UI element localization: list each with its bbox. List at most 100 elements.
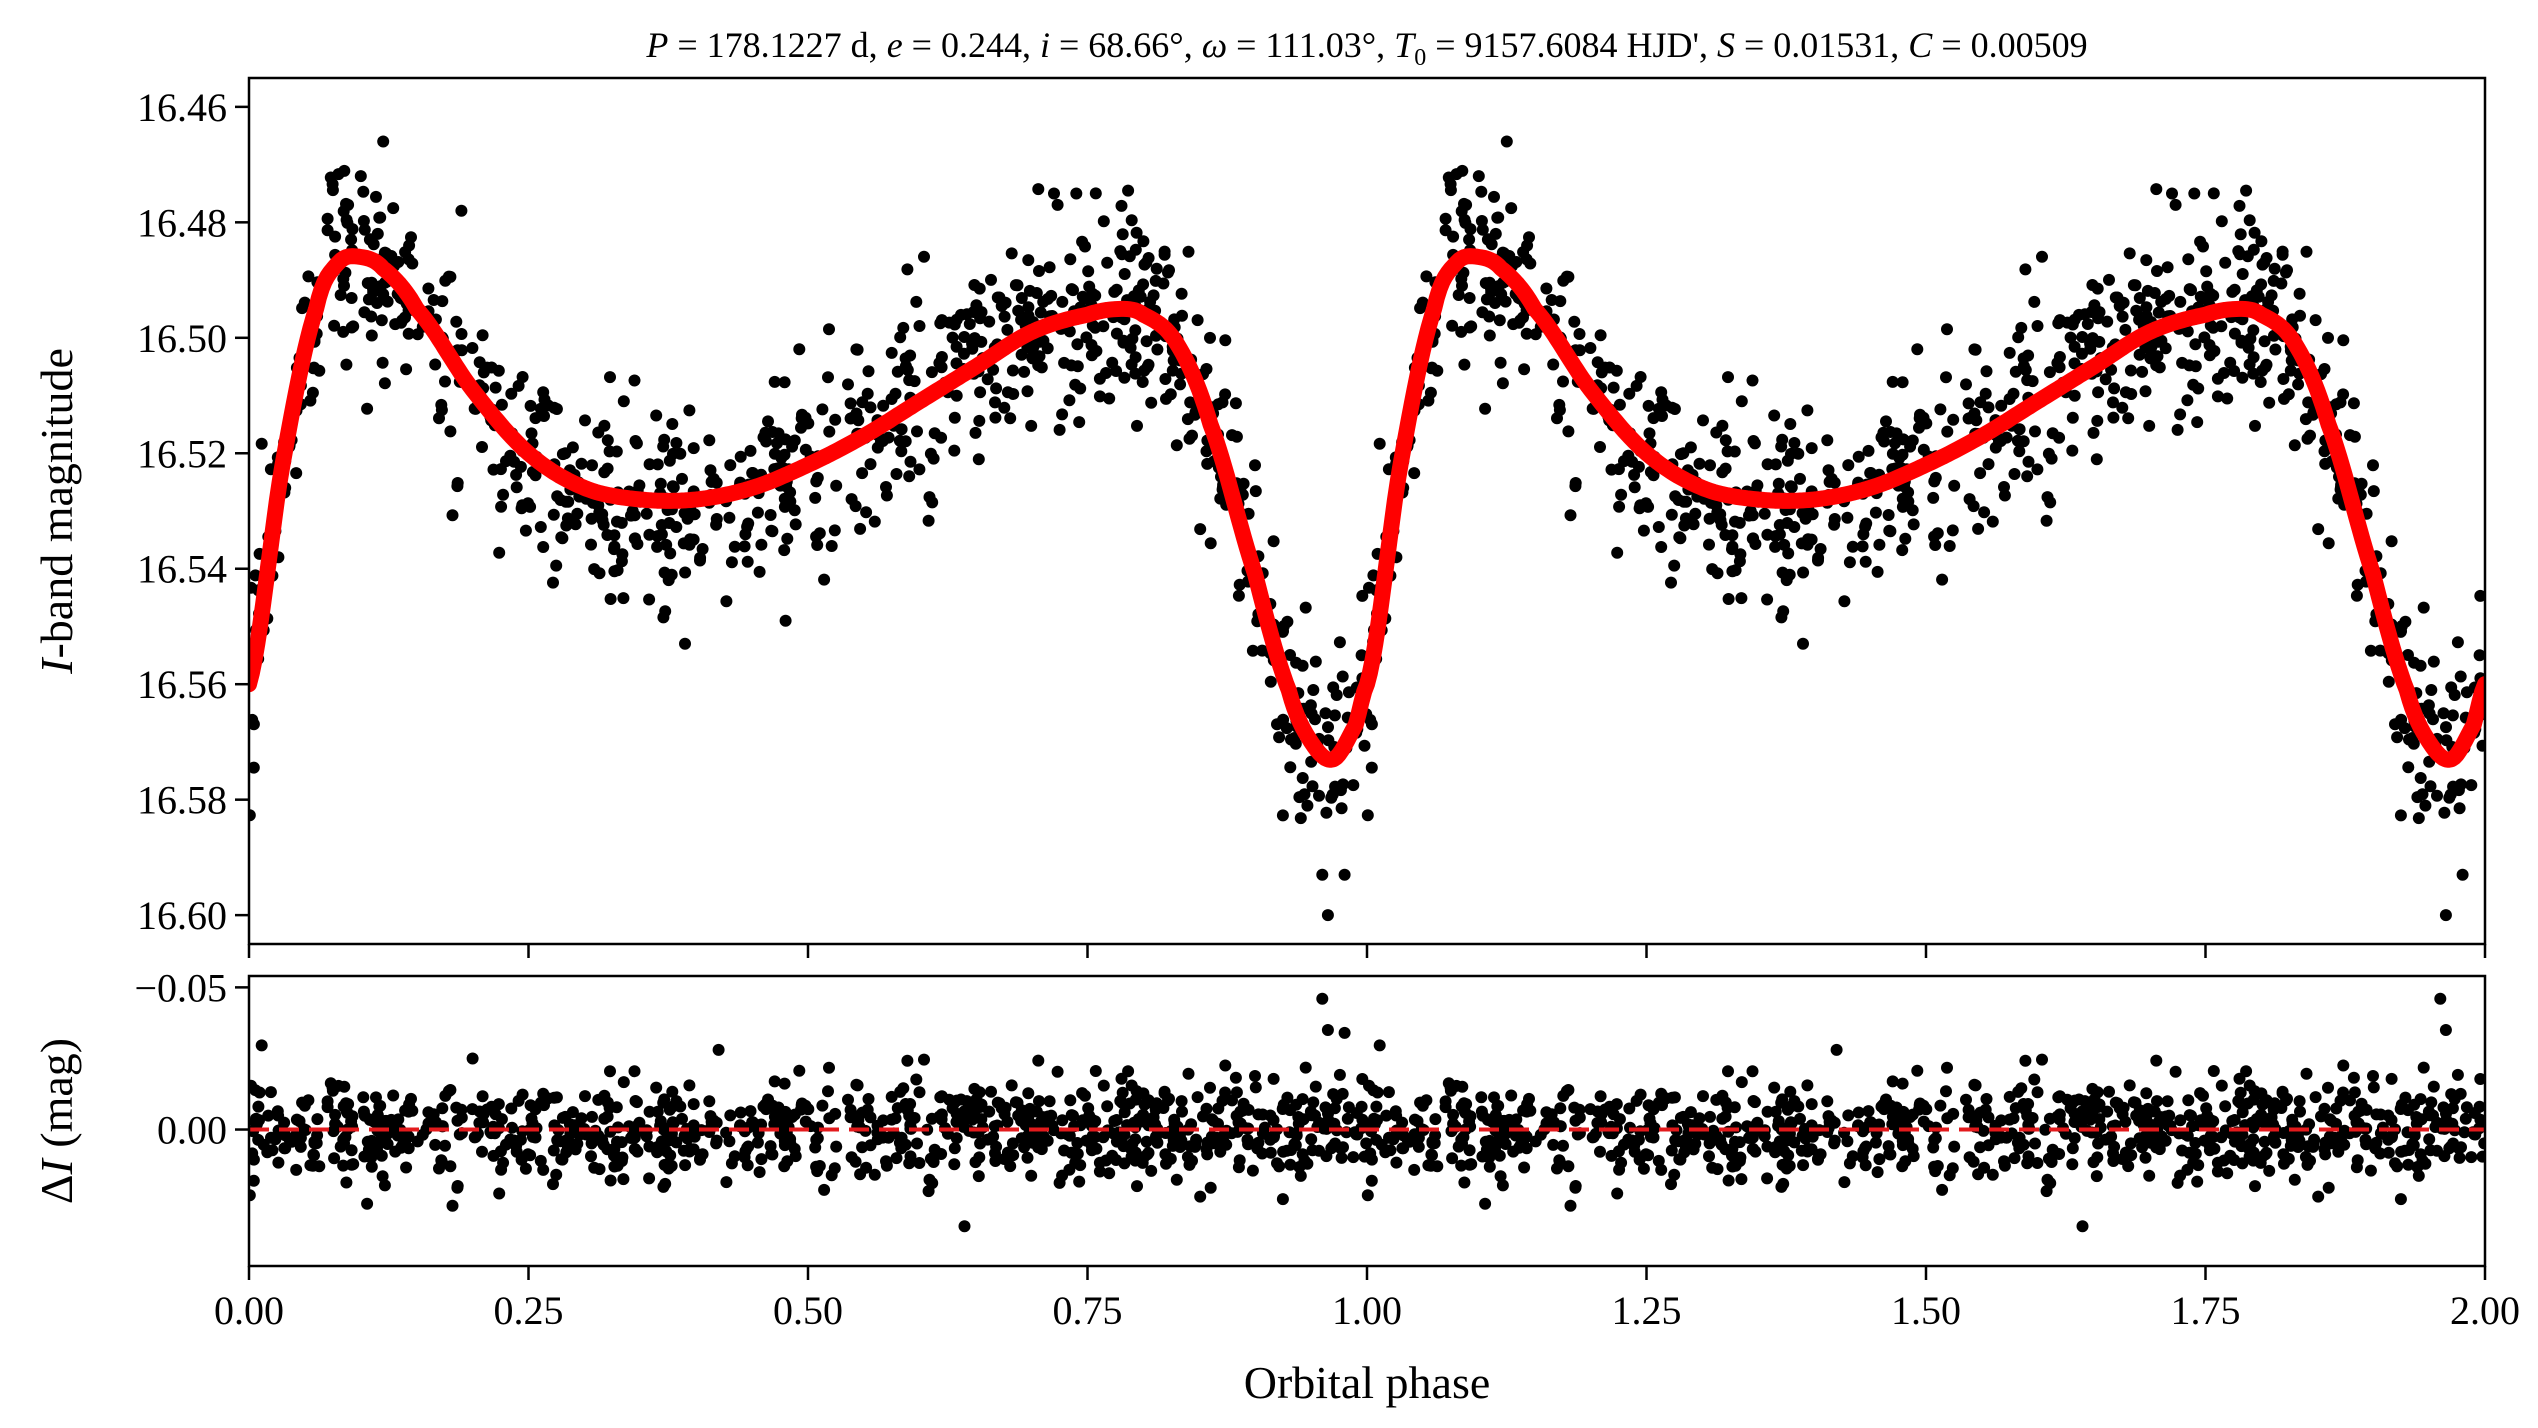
residual-point bbox=[704, 1110, 717, 1123]
observation-point bbox=[2148, 287, 2161, 299]
residual-point bbox=[1778, 1145, 1791, 1158]
residual-point bbox=[1073, 1175, 1086, 1188]
residual-point bbox=[1373, 1039, 1386, 1052]
observation-point bbox=[779, 614, 792, 627]
observation-point bbox=[2194, 290, 2207, 303]
observation-point bbox=[778, 492, 791, 505]
residual-point bbox=[1560, 1085, 1573, 1098]
residual-point bbox=[338, 1137, 350, 1150]
observation-point bbox=[347, 320, 360, 333]
residual-point bbox=[1716, 1112, 1729, 1125]
residual-point bbox=[2203, 1139, 2216, 1152]
observation-point bbox=[2176, 356, 2189, 369]
residual-point bbox=[1652, 1154, 1665, 1167]
residual-point bbox=[677, 1144, 690, 1157]
residual-point bbox=[1256, 1108, 1269, 1121]
observation-point bbox=[1805, 442, 1818, 455]
residual-point bbox=[2221, 1167, 2234, 1180]
residual-point bbox=[1838, 1176, 1851, 1189]
observation-point bbox=[2322, 537, 2335, 550]
residual-point bbox=[1149, 1103, 1162, 1116]
residual-point bbox=[1032, 1054, 1045, 1067]
residual-point bbox=[1488, 1091, 1500, 1104]
observation-point bbox=[357, 185, 370, 198]
residual-point bbox=[2026, 1112, 2039, 1124]
residual-point bbox=[1896, 1135, 1909, 1148]
residual-point bbox=[358, 1109, 371, 1122]
observation-point bbox=[592, 426, 605, 439]
observation-point bbox=[2108, 382, 2121, 395]
residual-point bbox=[651, 1146, 664, 1159]
residual-point bbox=[924, 1152, 937, 1165]
observation-point bbox=[2367, 459, 2379, 472]
residual-point bbox=[918, 1053, 930, 1066]
observation-point bbox=[596, 514, 609, 527]
residual-point bbox=[1963, 1151, 1976, 1164]
observation-point bbox=[1948, 479, 1961, 492]
residual-point bbox=[1093, 1165, 1106, 1178]
observation-point bbox=[2249, 419, 2261, 432]
residual-point bbox=[1236, 1104, 1249, 1117]
residual-point bbox=[1166, 1128, 1179, 1141]
observation-point bbox=[710, 513, 723, 525]
residual-point bbox=[1151, 1136, 1164, 1149]
observation-point bbox=[924, 447, 937, 460]
observation-point bbox=[1082, 265, 1095, 278]
residual-point bbox=[1615, 1156, 1628, 1169]
residual-point bbox=[1257, 1127, 1270, 1140]
observation-point bbox=[1689, 507, 1702, 520]
observation-point bbox=[2444, 788, 2457, 801]
observation-point bbox=[1086, 287, 1099, 300]
residual-point bbox=[679, 1159, 692, 1172]
observation-point bbox=[2200, 265, 2213, 278]
residual-point bbox=[1018, 1141, 1031, 1154]
y-tick-label: 16.56 bbox=[137, 662, 227, 707]
residual-point bbox=[493, 1187, 506, 1200]
observation-point bbox=[2092, 386, 2105, 399]
observation-point bbox=[687, 442, 700, 455]
observation-point bbox=[1722, 371, 1734, 384]
residual-point bbox=[1644, 1130, 1657, 1143]
residual-point bbox=[1365, 1174, 1378, 1187]
observation-point bbox=[823, 323, 835, 336]
observation-point bbox=[1170, 439, 1183, 452]
residual-point bbox=[2015, 1082, 2028, 1095]
observation-point bbox=[1540, 282, 1553, 295]
observation-point bbox=[670, 437, 683, 449]
observation-point bbox=[1361, 809, 1374, 822]
residual-point bbox=[640, 1130, 653, 1143]
observation-point bbox=[1746, 374, 1759, 387]
residual-point bbox=[880, 1155, 892, 1168]
observation-point bbox=[321, 212, 334, 225]
residual-point bbox=[2181, 1129, 2194, 1142]
observation-point bbox=[2240, 184, 2253, 197]
residual-point bbox=[617, 1173, 630, 1186]
observation-point bbox=[2183, 283, 2196, 296]
observation-point bbox=[1174, 378, 1187, 391]
observation-point bbox=[1110, 283, 1123, 296]
observation-point bbox=[2068, 313, 2081, 326]
residual-point bbox=[2374, 1108, 2387, 1121]
observation-point bbox=[1458, 213, 1471, 226]
observation-point bbox=[362, 293, 375, 306]
residual-point bbox=[1348, 1126, 1361, 1139]
observation-point bbox=[1852, 450, 1865, 463]
observation-point bbox=[2084, 337, 2097, 350]
residual-point bbox=[1896, 1077, 1909, 1090]
observation-point bbox=[2252, 290, 2265, 303]
observation-point bbox=[1358, 739, 1371, 752]
y-tick-label: 16.58 bbox=[137, 778, 227, 823]
residual-point bbox=[604, 1065, 616, 1078]
observation-point bbox=[2454, 670, 2467, 683]
residual-point bbox=[1361, 1189, 1374, 1202]
observation-point bbox=[1022, 254, 1035, 267]
observation-point bbox=[550, 559, 563, 572]
observation-point bbox=[974, 386, 987, 399]
residual-point bbox=[1321, 1024, 1334, 1036]
observation-point bbox=[338, 164, 351, 177]
residual-point bbox=[2176, 1144, 2189, 1157]
top-y-axis-label: I-band magnitude bbox=[31, 348, 82, 675]
residual-point bbox=[279, 1129, 292, 1142]
observation-point bbox=[354, 170, 367, 183]
observation-point bbox=[2133, 292, 2146, 304]
